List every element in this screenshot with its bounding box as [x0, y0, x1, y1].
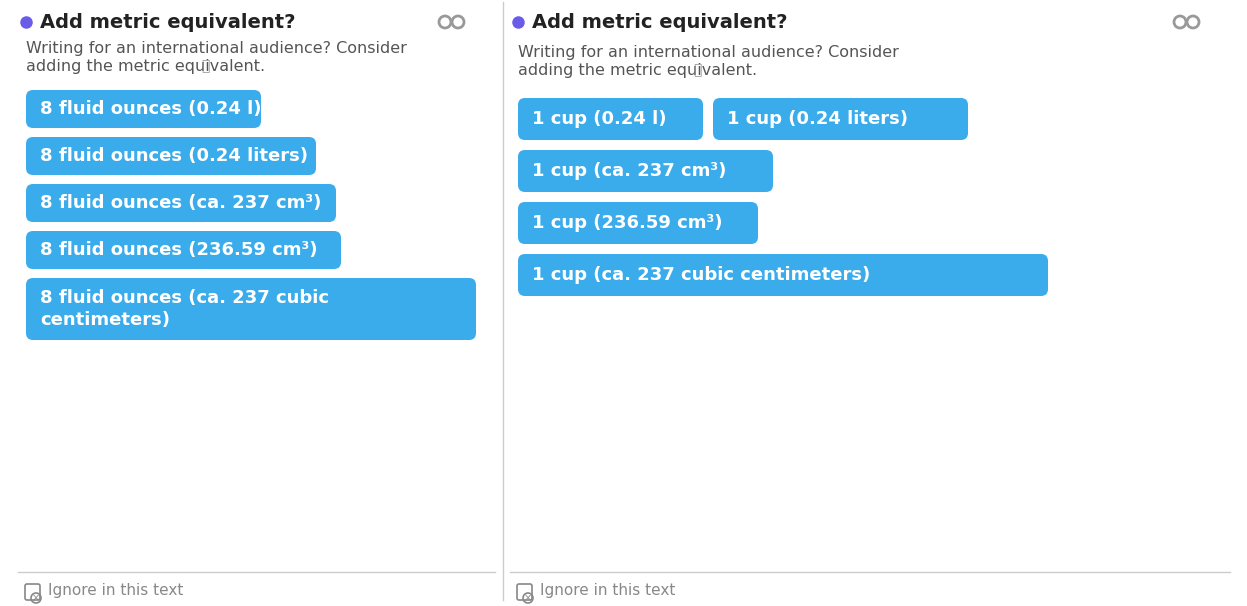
FancyBboxPatch shape: [26, 278, 476, 340]
Text: ×: ×: [524, 593, 532, 603]
Text: 8 fluid ounces (236.59 cm³): 8 fluid ounces (236.59 cm³): [40, 241, 318, 259]
FancyBboxPatch shape: [518, 254, 1047, 296]
Text: 8 fluid ounces (0.24 l): 8 fluid ounces (0.24 l): [40, 100, 262, 118]
Text: 1 cup (ca. 237 cubic centimeters): 1 cup (ca. 237 cubic centimeters): [532, 266, 870, 284]
FancyBboxPatch shape: [713, 98, 968, 140]
Text: ⓘ: ⓘ: [693, 63, 701, 77]
Text: ×: ×: [32, 593, 40, 603]
Text: Add metric equivalent?: Add metric equivalent?: [532, 13, 788, 32]
Text: 8 fluid ounces (0.24 liters): 8 fluid ounces (0.24 liters): [40, 147, 308, 165]
Text: 8 fluid ounces (ca. 237 cubic
centimeters): 8 fluid ounces (ca. 237 cubic centimeter…: [40, 289, 329, 329]
Text: adding the metric equivalent.: adding the metric equivalent.: [518, 62, 757, 78]
Text: ⓘ: ⓘ: [201, 59, 209, 73]
Text: Ignore in this text: Ignore in this text: [47, 582, 183, 598]
Text: 1 cup (0.24 liters): 1 cup (0.24 liters): [727, 110, 908, 128]
Text: Writing for an international audience? Consider: Writing for an international audience? C…: [518, 44, 899, 59]
Text: adding the metric equivalent.: adding the metric equivalent.: [26, 59, 266, 73]
Text: 8 fluid ounces (ca. 237 cm³): 8 fluid ounces (ca. 237 cm³): [40, 194, 322, 212]
Text: Writing for an international audience? Consider: Writing for an international audience? C…: [26, 41, 407, 56]
FancyBboxPatch shape: [26, 231, 340, 269]
Text: Add metric equivalent?: Add metric equivalent?: [40, 13, 296, 32]
FancyBboxPatch shape: [26, 184, 335, 222]
FancyBboxPatch shape: [518, 98, 703, 140]
FancyBboxPatch shape: [26, 137, 315, 175]
Text: 1 cup (0.24 l): 1 cup (0.24 l): [532, 110, 666, 128]
Text: Ignore in this text: Ignore in this text: [540, 582, 676, 598]
FancyBboxPatch shape: [26, 90, 261, 128]
Text: 1 cup (236.59 cm³): 1 cup (236.59 cm³): [532, 214, 722, 232]
Text: 1 cup (ca. 237 cm³): 1 cup (ca. 237 cm³): [532, 162, 726, 180]
FancyBboxPatch shape: [518, 202, 758, 244]
FancyBboxPatch shape: [518, 150, 773, 192]
